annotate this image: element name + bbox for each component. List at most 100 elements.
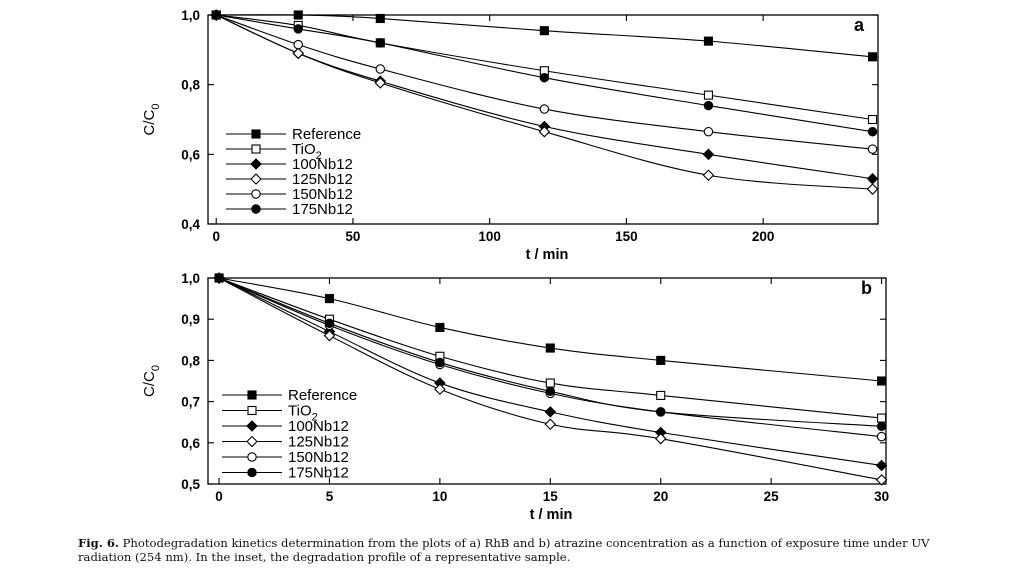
- panel-a-legend-marker: [251, 189, 261, 199]
- panel-a-legend-label: 125Nb12: [292, 171, 353, 188]
- panel-b-label: b: [861, 278, 872, 298]
- panel-b-series-150nb12-point: [876, 431, 887, 442]
- panel-a-series-tio2-point: [703, 90, 713, 100]
- panel-b-legend-label: 175Nb12: [288, 465, 349, 482]
- panel-a-series-150nb12-point: [375, 64, 386, 74]
- panel-a-series-100nb12-point: [866, 172, 879, 185]
- panel-b-series-tio2-point: [877, 413, 887, 423]
- panel-a-series-175nb12-point: [293, 24, 303, 34]
- panel-a-ytick-label: 0,8: [181, 78, 200, 93]
- panel-b-series-reference-point: [877, 376, 887, 386]
- panel-b-series-100nb12-point: [544, 406, 557, 418]
- panel-b-xtick-label: 15: [543, 489, 559, 504]
- panel-b-series-150nb12-line: [218, 277, 882, 438]
- panel-b-series-tio2-point: [545, 378, 555, 388]
- panel-b-legend: ReferenceTiO2100Nb12125Nb12150Nb12175Nb1…: [222, 387, 357, 482]
- panel-a-legend-label: 100Nb12: [292, 156, 353, 173]
- panel-b-ytick-label: 0,6: [181, 436, 200, 451]
- caption-label: Fig. 6.: [78, 536, 119, 550]
- panel-a-series-175nb12-point: [375, 38, 386, 48]
- panel-a-ytick-label: 1,0: [181, 8, 200, 23]
- panel-b-legend-marker: [247, 405, 257, 416]
- panel-b-legend-label-main: TiO: [288, 403, 312, 420]
- panel-b-legend-marker: [246, 435, 258, 448]
- panel-a-frame: [207, 14, 879, 225]
- panel-b-series-125nb12-point: [654, 432, 667, 445]
- panel-a-series-175nb12-point: [867, 126, 878, 137]
- panel-b-legend-label: 125Nb12: [288, 434, 349, 451]
- panel-b-ytick-label: 0,8: [181, 353, 200, 368]
- panel-b-series-125nb12-line: [218, 277, 882, 481]
- panel-b-series-175nb12-point: [324, 318, 335, 329]
- panel-b-series-reference-point: [656, 355, 666, 365]
- panel-a-label: a: [854, 15, 865, 35]
- panel-b-ytick-label: 0,9: [181, 312, 200, 327]
- panel-b-series-175nb12-point: [655, 407, 666, 417]
- figure-caption: Fig. 6. Photodegradation kinetics determ…: [78, 536, 958, 564]
- panel-b-series-175nb12-point: [876, 421, 887, 432]
- panel-b-series-reference-point: [545, 343, 555, 353]
- panel-a-series-reference-point: [375, 13, 385, 24]
- panel-a-series-150nb12-point: [703, 126, 714, 137]
- panel-b-legend-label: 150Nb12: [288, 449, 349, 466]
- panel-b-ytick-label: 1,0: [181, 271, 200, 286]
- panel-b-series-tio2-point: [656, 390, 666, 400]
- panel-b-xtick-label: 0: [215, 489, 223, 504]
- panel-a-legend-marker: [251, 204, 261, 214]
- panel-a-ytick-label: 0,6: [181, 147, 200, 162]
- panel-a-series-125nb12-point: [292, 47, 305, 60]
- panel-a-series-125nb12-point: [866, 183, 879, 195]
- panel-a-series-150nb12-point: [867, 144, 878, 154]
- panel-a-series-175nb12: [211, 10, 878, 137]
- panel-a-legend: ReferenceTiO2100Nb12125Nb12150Nb12175Nb1…: [226, 126, 361, 218]
- panel-a-legend-marker: [251, 144, 261, 154]
- panel-b-series-175nb12-line: [218, 277, 882, 427]
- panel-a-series-175nb12-point: [539, 72, 550, 83]
- panel-a-series-reference-point: [293, 10, 303, 20]
- panel-b-legend-marker: [247, 390, 257, 400]
- panel-b-series-125nb12-point: [544, 418, 557, 431]
- panel-a-ytick-label: 0,4: [181, 217, 200, 232]
- panel-a-legend-marker: [250, 173, 262, 185]
- panel-a-legend-label-sub: 2: [316, 150, 322, 162]
- panel-b-series-125nb12-point: [875, 474, 888, 486]
- caption-text: Photodegradation kinetics determination …: [78, 536, 930, 564]
- panel-a-series-150nb12-point: [293, 39, 303, 50]
- panel-a-series-reference-point: [703, 36, 713, 46]
- panel-b-series-tio2-line: [218, 277, 882, 419]
- panel-b-series-100nb12-point: [875, 459, 888, 472]
- panel-b-xtick-label: 25: [764, 489, 780, 504]
- panel-b-xtick-label: 5: [326, 489, 334, 504]
- panel-b-series-175nb12: [214, 273, 887, 432]
- panel-b: 0,50,60,70,80,91,00 5 10 15 20 25 30t / minC/C…: [141, 271, 889, 523]
- panel-a-series-100nb12-point: [702, 148, 715, 161]
- panel-a-series-125nb12-point: [374, 77, 387, 89]
- panel-b-legend-marker: [246, 420, 258, 432]
- panel-a-xlabel: t / min: [526, 247, 569, 263]
- panel-a-xtick-label: 100: [478, 229, 501, 244]
- panel-b-xtick-label: 30: [874, 489, 889, 504]
- panel-a-legend-label: Reference: [292, 126, 361, 143]
- panel-b-series-reference-point: [435, 322, 445, 332]
- panel-b-xtick-label: 20: [653, 489, 668, 504]
- panel-a-series-175nb12-point: [703, 100, 714, 111]
- panel-a-xtick-label: 200: [752, 229, 775, 244]
- panel-b-series-125nb12-point: [434, 383, 446, 396]
- panel-b-ytick-label: 0,7: [181, 395, 200, 410]
- panel-a-xtick-label: 0: [212, 229, 220, 244]
- panel-a-legend-label: 175Nb12: [292, 201, 353, 218]
- panel-b-legend-label-sub: 2: [312, 412, 318, 424]
- panel-b-legend-label: Reference: [288, 387, 357, 404]
- panel-a-series-reference: [211, 10, 878, 62]
- panel-a-legend-marker: [251, 129, 261, 139]
- panel-a-ylabel: C/C0: [141, 104, 162, 136]
- panel-b-ytick-label: 0,5: [181, 477, 200, 492]
- panel-b-legend-label: 100Nb12: [288, 418, 349, 435]
- panel-b-series-100nb12-line: [218, 277, 882, 467]
- panel-a-xtick-label: 50: [345, 229, 360, 244]
- panel-a-series-150nb12-point: [539, 104, 550, 114]
- panel-b-xtick-label: 10: [432, 489, 447, 504]
- panel-a-ylabel-sub: 0: [150, 104, 162, 110]
